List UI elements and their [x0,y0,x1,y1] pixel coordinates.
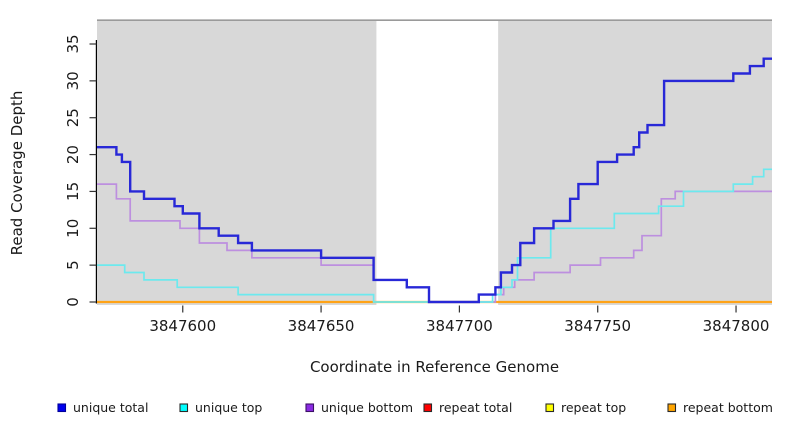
legend-swatch-repeat-bottom [667,403,677,413]
legend-label-unique-total: unique total [73,400,148,415]
legend-swatch-repeat-top [545,403,555,413]
y-tick-label: 15 [64,182,82,201]
x-tick-label: 3847700 [426,317,493,335]
x-tick-label: 3847600 [149,317,216,335]
x-tick-label: 3847650 [288,317,355,335]
y-tick-label: 10 [64,219,82,238]
legend-label-unique-top: unique top [195,400,262,415]
x-tick-label: 3847750 [564,317,631,335]
legend-swatch-unique-total [57,403,67,413]
data-series [97,57,772,304]
unshaded-gap-region [376,19,499,305]
series-unique-top-line [97,168,772,303]
y-axis-title: Read Coverage Depth [8,91,26,256]
y-tick-label: 30 [64,71,82,90]
plot-background [97,19,772,305]
y-tick-label: 0 [64,297,82,307]
axes: 0 5 10 15 20 25 30 35 3847600 3847650 3847700 38477… [64,34,769,335]
legend-swatch-repeat-total [423,403,433,413]
y-tick-label: 20 [64,145,82,164]
x-axis-title: Coordinate in Reference Genome [310,358,559,376]
legend: unique total unique top unique bottom repea… [57,400,773,415]
legend-swatch-unique-bottom [305,403,315,413]
legend-label-unique-bottom: unique bottom [321,400,413,415]
legend-label-repeat-top: repeat top [561,400,626,415]
y-tick-label: 35 [64,34,82,53]
y-tick-label: 5 [64,260,82,270]
series-unique-total-line [97,57,772,304]
legend-label-repeat-total: repeat total [439,400,512,415]
x-tick-label: 3847800 [703,317,770,335]
legend-swatch-unique-top [179,403,189,413]
legend-label-repeat-bottom: repeat bottom [683,400,773,415]
y-tick-label: 25 [64,108,82,127]
